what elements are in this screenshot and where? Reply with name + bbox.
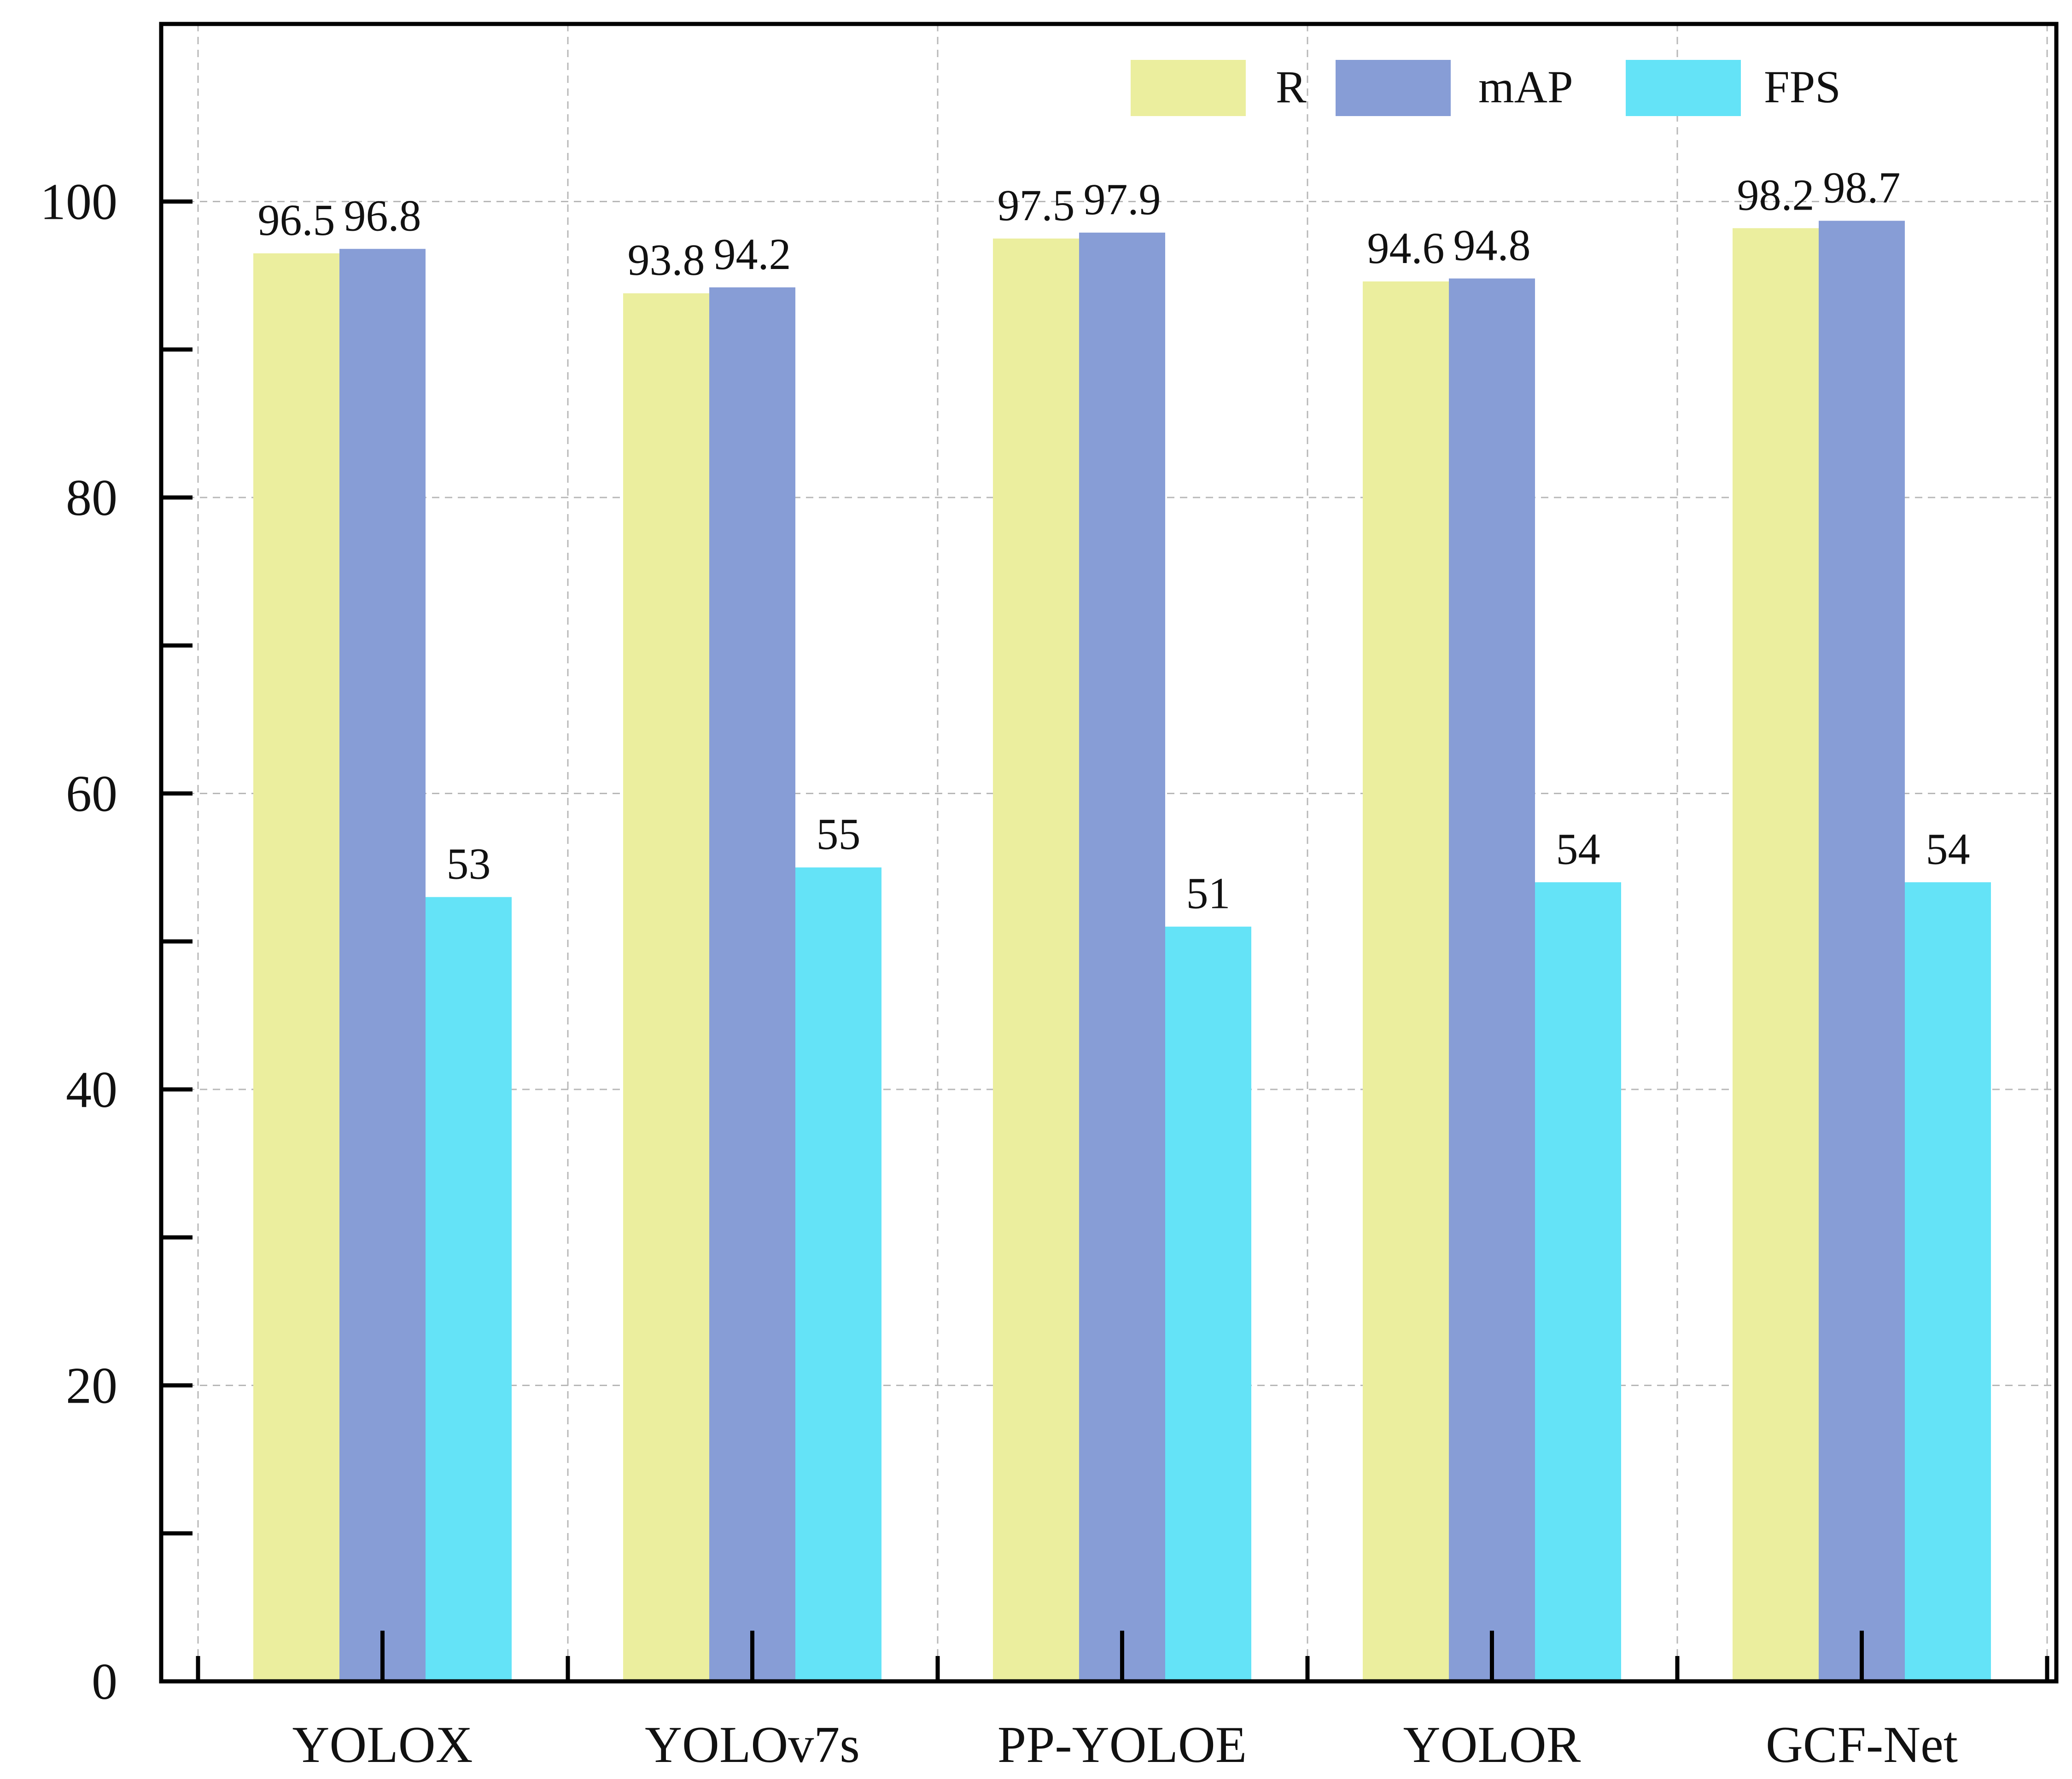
legend-label-fps: FPS: [1764, 61, 1841, 112]
data-label-fps-pp-yoloe: 51: [1186, 869, 1231, 918]
x-tick-label-gcf-net: GCF-Net: [1766, 1716, 1958, 1773]
data-label-map-yolox: 96.8: [344, 191, 421, 240]
data-label-map-pp-yoloe: 97.9: [1084, 175, 1161, 224]
legend-swatch-r: [1131, 60, 1246, 116]
bar-map-yolox: [339, 249, 426, 1681]
legend-label-map: mAP: [1478, 61, 1573, 112]
data-label-fps-yolox: 53: [447, 839, 491, 888]
legend-swatch-fps: [1626, 60, 1741, 116]
data-label-r-yolox: 96.5: [258, 195, 335, 245]
labels: 96.5 96.8 53 YOLOX 93.8 94.2 55 YOLOv7s 97.5 97.9…: [40, 163, 1970, 1773]
y-tick-label-80: 80: [66, 469, 117, 527]
x-tick-label-yolov7s: YOLOv7s: [645, 1716, 860, 1773]
axes: [159, 22, 2059, 1684]
bar-map-pp-yoloe: [1079, 232, 1165, 1682]
data-label-fps-yolor: 54: [1556, 824, 1600, 873]
bar-map-yolov7s: [709, 287, 795, 1682]
y-tick-label-100: 100: [40, 174, 117, 231]
data-label-r-pp-yoloe: 97.5: [998, 181, 1075, 230]
data-label-r-gcf-net: 98.2: [1737, 170, 1815, 219]
data-label-r-yolov7s: 93.8: [628, 235, 705, 285]
plot-frame: [159, 22, 2059, 1684]
y-tick-label-0: 0: [92, 1653, 117, 1710]
legend-swatch-map: [1336, 60, 1451, 116]
bar-r-yolox: [253, 253, 339, 1681]
bar-r-yolor: [1363, 281, 1449, 1681]
data-label-fps-gcf-net: 54: [1926, 824, 1970, 873]
bar-fps-yolox: [426, 897, 512, 1681]
x-tick-label-yolor: YOLOR: [1403, 1716, 1581, 1773]
data-label-fps-yolov7s: 55: [817, 809, 861, 859]
bars: [253, 221, 1991, 1682]
bar-fps-yolor: [1535, 882, 1621, 1681]
data-label-r-yolor: 94.6: [1367, 223, 1445, 273]
bar-map-yolor: [1449, 278, 1535, 1681]
bar-r-gcf-net: [1733, 228, 1819, 1682]
x-tick-label-yolox: YOLOX: [292, 1716, 473, 1773]
x-tick-label-pp-yoloe: PP-YOLOE: [998, 1716, 1247, 1773]
data-label-map-yolov7s: 94.2: [714, 229, 791, 279]
bar-fps-pp-yoloe: [1165, 926, 1251, 1681]
bar-r-pp-yoloe: [993, 238, 1079, 1681]
data-label-map-gcf-net: 98.7: [1823, 163, 1901, 212]
bar-r-yolov7s: [623, 293, 709, 1681]
bar-fps-gcf-net: [1905, 882, 1991, 1681]
y-tick-label-40: 40: [66, 1061, 117, 1118]
bar-fps-yolov7s: [795, 867, 881, 1681]
y-tick-label-60: 60: [66, 766, 117, 823]
legend-label-r: R: [1276, 61, 1307, 112]
y-tick-label-20: 20: [66, 1358, 117, 1415]
bar-map-gcf-net: [1819, 221, 1905, 1682]
data-label-map-yolor: 94.8: [1453, 221, 1531, 270]
